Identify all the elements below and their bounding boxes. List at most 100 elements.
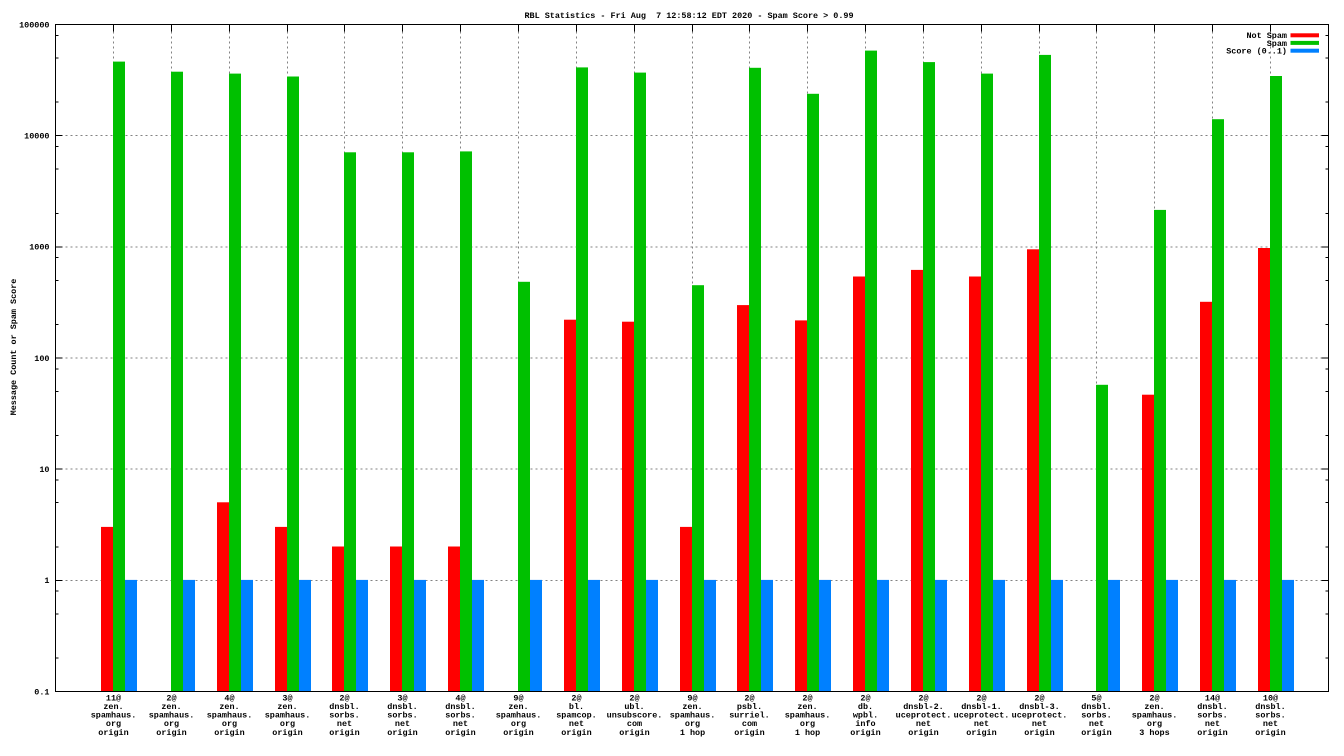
svg-text:org: org — [164, 719, 179, 729]
svg-text:dnsbl.: dnsbl. — [1197, 702, 1227, 712]
svg-text:origin: origin — [1024, 728, 1054, 738]
svg-text:origin: origin — [908, 728, 938, 738]
svg-text:1: 1 — [44, 576, 49, 586]
svg-text:origin: origin — [445, 728, 475, 738]
svg-text:net: net — [916, 719, 931, 729]
svg-text:dnsbl-2.: dnsbl-2. — [903, 702, 944, 712]
svg-text:4@: 4@ — [224, 694, 234, 704]
svg-text:spamhaus.: spamhaus. — [91, 711, 137, 721]
svg-text:net: net — [395, 719, 410, 729]
svg-text:origin: origin — [98, 728, 128, 738]
svg-text:org: org — [800, 719, 815, 729]
svg-text:zen.: zen. — [1144, 702, 1164, 712]
svg-text:bl.: bl. — [569, 702, 584, 712]
svg-text:origin: origin — [214, 728, 244, 738]
svg-text:dnsbl.: dnsbl. — [1255, 702, 1285, 712]
svg-text:spamhaus.: spamhaus. — [265, 711, 311, 721]
svg-text:zen.: zen. — [277, 702, 297, 712]
svg-text:origin: origin — [966, 728, 996, 738]
svg-text:1 hop: 1 hop — [680, 728, 705, 738]
svg-text:2@: 2@ — [629, 694, 639, 704]
svg-text:net: net — [1263, 719, 1278, 729]
svg-text:net: net — [1032, 719, 1047, 729]
svg-text:zen.: zen. — [508, 702, 528, 712]
svg-text:info: info — [855, 719, 875, 729]
svg-text:com: com — [627, 719, 642, 729]
svg-text:psbl.: psbl. — [737, 702, 762, 712]
svg-text:2@: 2@ — [1034, 694, 1044, 704]
svg-text:9@: 9@ — [687, 694, 697, 704]
svg-text:dnsbl.: dnsbl. — [1081, 702, 1111, 712]
svg-text:net: net — [974, 719, 989, 729]
svg-text:3@: 3@ — [397, 694, 407, 704]
svg-text:2@: 2@ — [571, 694, 581, 704]
svg-text:100000: 100000 — [19, 20, 49, 30]
svg-text:dnsbl.: dnsbl. — [329, 702, 359, 712]
svg-text:2@: 2@ — [166, 694, 176, 704]
svg-text:sorbs.: sorbs. — [329, 711, 359, 721]
svg-text:origin: origin — [387, 728, 417, 738]
svg-text:net: net — [1089, 719, 1104, 729]
svg-text:Spam: Spam — [1267, 39, 1287, 49]
svg-text:2@: 2@ — [744, 694, 754, 704]
svg-text:surriel.: surriel. — [729, 711, 770, 721]
svg-text:sorbs.: sorbs. — [1081, 711, 1111, 721]
svg-text:sorbs.: sorbs. — [1255, 711, 1285, 721]
svg-text:2@: 2@ — [918, 694, 928, 704]
svg-text:origin: origin — [503, 728, 533, 738]
svg-text:origin: origin — [1197, 728, 1227, 738]
svg-text:origin: origin — [850, 728, 880, 738]
svg-text:db.: db. — [858, 702, 873, 712]
svg-text:Score (0..1): Score (0..1) — [1226, 47, 1287, 57]
svg-text:zen.: zen. — [797, 702, 817, 712]
svg-text:0.1: 0.1 — [34, 687, 49, 697]
svg-text:wpbl.: wpbl. — [853, 711, 878, 721]
svg-text:origin: origin — [619, 728, 649, 738]
svg-text:sorbs.: sorbs. — [445, 711, 475, 721]
svg-text:net: net — [1205, 719, 1220, 729]
svg-text:origin: origin — [734, 728, 764, 738]
svg-text:1000: 1000 — [29, 243, 49, 253]
svg-text:2@: 2@ — [976, 694, 986, 704]
svg-text:10000: 10000 — [24, 131, 49, 141]
svg-text:origin: origin — [1255, 728, 1285, 738]
svg-text:Message Count or Spam Score: Message Count or Spam Score — [9, 279, 19, 416]
svg-text:origin: origin — [272, 728, 302, 738]
svg-text:spamhaus.: spamhaus. — [785, 711, 831, 721]
svg-text:2@: 2@ — [1149, 694, 1159, 704]
svg-text:unsubscore.: unsubscore. — [607, 711, 663, 721]
svg-text:uceprotect.: uceprotect. — [1012, 711, 1068, 721]
svg-text:100: 100 — [34, 354, 49, 364]
svg-text:spamhaus.: spamhaus. — [670, 711, 716, 721]
svg-text:ubl.: ubl. — [624, 702, 644, 712]
svg-text:10: 10 — [39, 465, 49, 475]
svg-text:dnsbl.: dnsbl. — [445, 702, 475, 712]
svg-text:9@: 9@ — [513, 694, 523, 704]
svg-text:zen.: zen. — [103, 702, 123, 712]
svg-text:14@: 14@ — [1205, 694, 1220, 704]
svg-text:zen.: zen. — [219, 702, 239, 712]
svg-text:com: com — [742, 719, 757, 729]
svg-text:spamcop.: spamcop. — [556, 711, 597, 721]
svg-text:2@: 2@ — [802, 694, 812, 704]
svg-text:dnsbl.: dnsbl. — [387, 702, 417, 712]
svg-text:10@: 10@ — [1263, 694, 1278, 704]
svg-text:uceprotect.: uceprotect. — [954, 711, 1010, 721]
svg-text:net: net — [453, 719, 468, 729]
svg-text:spamhaus.: spamhaus. — [207, 711, 253, 721]
svg-text:5@: 5@ — [1091, 694, 1101, 704]
svg-text:dnsbl-1.: dnsbl-1. — [961, 702, 1002, 712]
svg-text:origin: origin — [156, 728, 186, 738]
svg-text:spamhaus.: spamhaus. — [496, 711, 542, 721]
svg-text:org: org — [106, 719, 121, 729]
svg-text:org: org — [280, 719, 295, 729]
svg-text:3 hops: 3 hops — [1139, 728, 1169, 738]
svg-text:11@: 11@ — [106, 694, 121, 704]
svg-text:dnsbl-3.: dnsbl-3. — [1019, 702, 1060, 712]
svg-text:sorbs.: sorbs. — [1197, 711, 1227, 721]
svg-text:uceprotect.: uceprotect. — [896, 711, 952, 721]
svg-text:2@: 2@ — [860, 694, 870, 704]
svg-text:net: net — [337, 719, 352, 729]
svg-text:spamhaus.: spamhaus. — [149, 711, 195, 721]
svg-text:org: org — [222, 719, 237, 729]
